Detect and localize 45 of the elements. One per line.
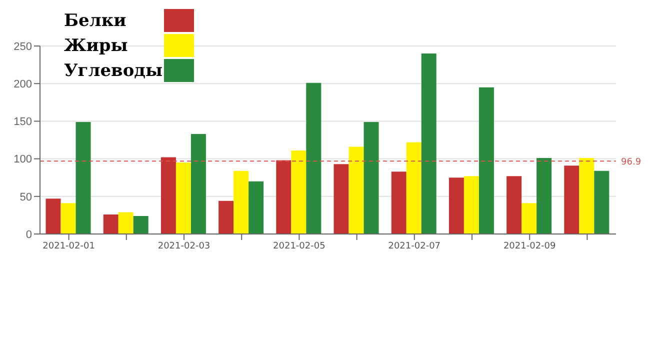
bar: [478, 87, 494, 234]
y-tick-label: 150: [14, 116, 32, 128]
bar: [160, 157, 176, 234]
bar: [406, 142, 422, 234]
y-tick-label: 100: [14, 154, 32, 166]
bar: [248, 181, 264, 234]
y-tick-label: 200: [14, 78, 32, 91]
y-tick-label: 250: [14, 40, 32, 53]
bar: [421, 54, 436, 234]
bar: [579, 158, 594, 234]
x-tick-label: 2021-02-05: [273, 241, 326, 252]
bar: [464, 176, 479, 234]
bar: [276, 160, 292, 234]
bar: [448, 178, 464, 234]
bar: [334, 164, 349, 234]
bar: [364, 122, 379, 234]
y-tick-label: 0: [26, 228, 32, 241]
bar: [536, 158, 552, 234]
bar: [506, 176, 522, 234]
bar: [291, 150, 306, 234]
legend-label: Белки: [64, 10, 128, 30]
legend-label: Углеводы: [64, 60, 164, 80]
bar: [190, 134, 206, 234]
x-tick-label: 2021-02-07: [388, 241, 441, 252]
bar: [522, 203, 537, 234]
legend-label: Жиры: [64, 36, 129, 56]
bar: [118, 212, 134, 234]
x-tick-label: 2021-02-03: [158, 241, 210, 252]
bar: [46, 198, 61, 234]
bar: [348, 146, 364, 234]
y-tick-label: 50: [20, 191, 32, 204]
bar: [76, 122, 91, 234]
x-tick-label: 2021-02-01: [42, 241, 95, 252]
bar: [594, 170, 610, 234]
ref-line-label: 96.9: [621, 157, 642, 168]
bar: [218, 200, 234, 234]
bar: [234, 170, 249, 234]
bar: [176, 162, 191, 234]
bar: [103, 214, 118, 234]
bar: [133, 216, 148, 234]
bar: [306, 82, 322, 234]
bar: [564, 166, 580, 234]
bar: [60, 203, 76, 234]
bar: [391, 172, 406, 234]
x-tick-label: 2021-02-09: [503, 241, 556, 252]
